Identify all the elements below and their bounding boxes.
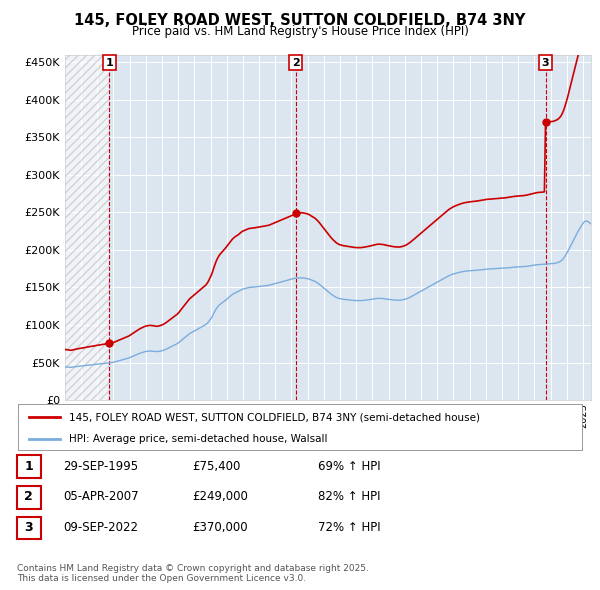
Text: 2: 2 (292, 58, 299, 68)
Text: 145, FOLEY ROAD WEST, SUTTON COLDFIELD, B74 3NY: 145, FOLEY ROAD WEST, SUTTON COLDFIELD, … (74, 13, 526, 28)
Text: Contains HM Land Registry data © Crown copyright and database right 2025.
This d: Contains HM Land Registry data © Crown c… (17, 563, 368, 583)
Text: 69% ↑ HPI: 69% ↑ HPI (318, 460, 380, 473)
Text: 05-APR-2007: 05-APR-2007 (63, 490, 139, 503)
Text: 1: 1 (25, 460, 33, 473)
Text: 3: 3 (542, 58, 550, 68)
Text: 82% ↑ HPI: 82% ↑ HPI (318, 490, 380, 503)
Text: 09-SEP-2022: 09-SEP-2022 (63, 521, 138, 534)
Text: HPI: Average price, semi-detached house, Walsall: HPI: Average price, semi-detached house,… (69, 434, 327, 444)
Text: 145, FOLEY ROAD WEST, SUTTON COLDFIELD, B74 3NY (semi-detached house): 145, FOLEY ROAD WEST, SUTTON COLDFIELD, … (69, 412, 480, 422)
Text: 29-SEP-1995: 29-SEP-1995 (63, 460, 138, 473)
Text: £370,000: £370,000 (192, 521, 248, 534)
Text: Price paid vs. HM Land Registry's House Price Index (HPI): Price paid vs. HM Land Registry's House … (131, 25, 469, 38)
Bar (65, 55, 109, 400)
Text: 2: 2 (25, 490, 33, 503)
Text: £249,000: £249,000 (192, 490, 248, 503)
Text: 72% ↑ HPI: 72% ↑ HPI (318, 521, 380, 534)
Text: £75,400: £75,400 (192, 460, 241, 473)
Text: 1: 1 (106, 58, 113, 68)
Text: 3: 3 (25, 521, 33, 534)
